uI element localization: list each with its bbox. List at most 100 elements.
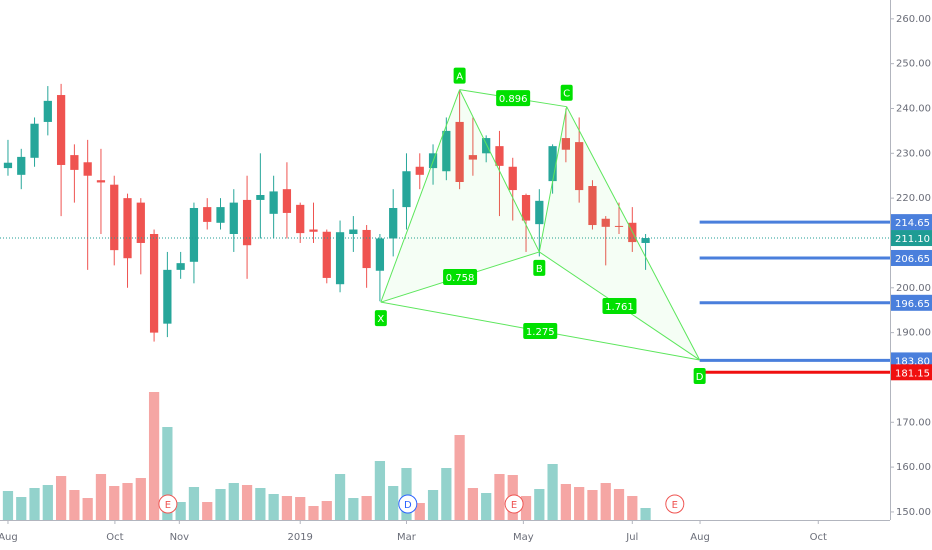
candle-body	[389, 208, 398, 239]
price-tag-label: 183.80	[895, 356, 930, 367]
candle-body	[203, 207, 212, 222]
x-tick-label: Mar	[397, 532, 417, 543]
point-box	[560, 84, 573, 101]
candle-body	[30, 123, 39, 158]
x-tick-label: Jul	[625, 532, 638, 543]
volume-bar	[494, 474, 505, 520]
price-tag	[891, 364, 932, 381]
candle-body	[269, 191, 278, 214]
ratio-box	[523, 323, 558, 340]
volume-bar	[109, 486, 120, 520]
y-tick-label: 240.00	[896, 103, 931, 114]
volume-bar	[627, 496, 638, 520]
volume-bar	[613, 489, 625, 520]
pattern-line	[566, 106, 701, 361]
y-tick-label: 200.00	[896, 283, 931, 294]
volume-bar	[295, 497, 306, 520]
candle-body	[83, 162, 92, 176]
ratio-label: 1.761	[605, 302, 634, 313]
event-marker	[504, 494, 524, 514]
ratio-box	[602, 297, 637, 314]
candle-body	[455, 121, 464, 182]
x-tick-label: Oct	[106, 532, 123, 543]
point-label: X	[377, 314, 384, 325]
volume-bar	[16, 497, 27, 520]
ratio-label: 0.896	[499, 94, 528, 105]
volume-bar	[348, 498, 359, 520]
point-box	[533, 259, 546, 276]
candle-body	[535, 200, 544, 225]
candle-body	[3, 162, 13, 169]
candle-body	[309, 229, 318, 232]
price-tag	[891, 294, 932, 311]
ratio-box	[443, 269, 478, 286]
volume-bar	[308, 506, 319, 520]
volume-bar	[122, 483, 133, 520]
volume-bar	[95, 474, 107, 520]
event-marker	[158, 494, 178, 514]
candle-body	[256, 195, 265, 200]
x-tick-label: Aug	[690, 532, 710, 543]
event-label: D	[404, 500, 412, 511]
point-label: C	[563, 89, 570, 100]
candle-body	[614, 225, 624, 227]
candle-body	[415, 166, 424, 175]
ratio-label: 0.758	[446, 273, 475, 284]
price-tag-label: 206.65	[895, 254, 930, 265]
price-tag-label: 196.65	[895, 299, 930, 310]
volume-bar	[334, 474, 346, 520]
candle-body	[123, 198, 132, 259]
volume-bar	[202, 502, 213, 520]
volume-bar	[454, 435, 465, 520]
candle-body	[335, 232, 345, 285]
x-tick-label: Nov	[170, 532, 190, 543]
volume-bar	[42, 485, 53, 520]
candle-body	[242, 199, 252, 246]
volume-bar	[2, 491, 14, 520]
point-label: A	[456, 72, 463, 83]
volume-bar	[82, 498, 93, 520]
candle-body	[575, 142, 584, 191]
point-label: B	[536, 264, 543, 275]
candle-body	[521, 195, 531, 221]
volume-bar	[215, 489, 226, 520]
y-tick-label: 170.00	[896, 417, 931, 428]
candle-body	[601, 218, 610, 227]
volume-bar	[481, 493, 492, 520]
event-label: E	[511, 500, 517, 511]
event-marker	[665, 494, 685, 514]
x-tick-label: May	[513, 532, 534, 543]
candle-body	[468, 155, 478, 160]
volume-bar	[574, 487, 585, 520]
volume-bar	[148, 392, 160, 520]
pattern-fill	[380, 89, 540, 303]
y-tick-label: 230.00	[896, 148, 931, 159]
y-tick-label: 160.00	[896, 462, 931, 473]
candle-body	[216, 207, 225, 223]
volume-bar	[281, 496, 293, 520]
y-tick-label: 220.00	[896, 193, 931, 204]
x-tick-label: 2019	[287, 532, 312, 543]
candle-body	[70, 155, 79, 170]
candle-body	[508, 166, 517, 191]
candle-body	[561, 138, 570, 150]
y-tick-label: 190.00	[896, 328, 931, 339]
candle-body	[548, 146, 557, 182]
candle-body	[588, 186, 597, 226]
candle-body	[362, 229, 371, 269]
volume-bar	[547, 464, 558, 520]
event-label: E	[165, 500, 171, 511]
volume-bar	[560, 484, 571, 520]
x-tick-label: Oct	[810, 532, 827, 543]
volume-bar	[520, 496, 532, 520]
point-box	[374, 310, 387, 327]
volume-bar	[361, 496, 372, 520]
candle-body	[110, 184, 119, 251]
volume-bar	[414, 503, 425, 520]
volume-bar	[29, 488, 40, 520]
candle-body	[349, 229, 358, 234]
point-box	[693, 367, 706, 384]
volume-bar	[241, 485, 253, 520]
point-label: D	[696, 372, 704, 383]
